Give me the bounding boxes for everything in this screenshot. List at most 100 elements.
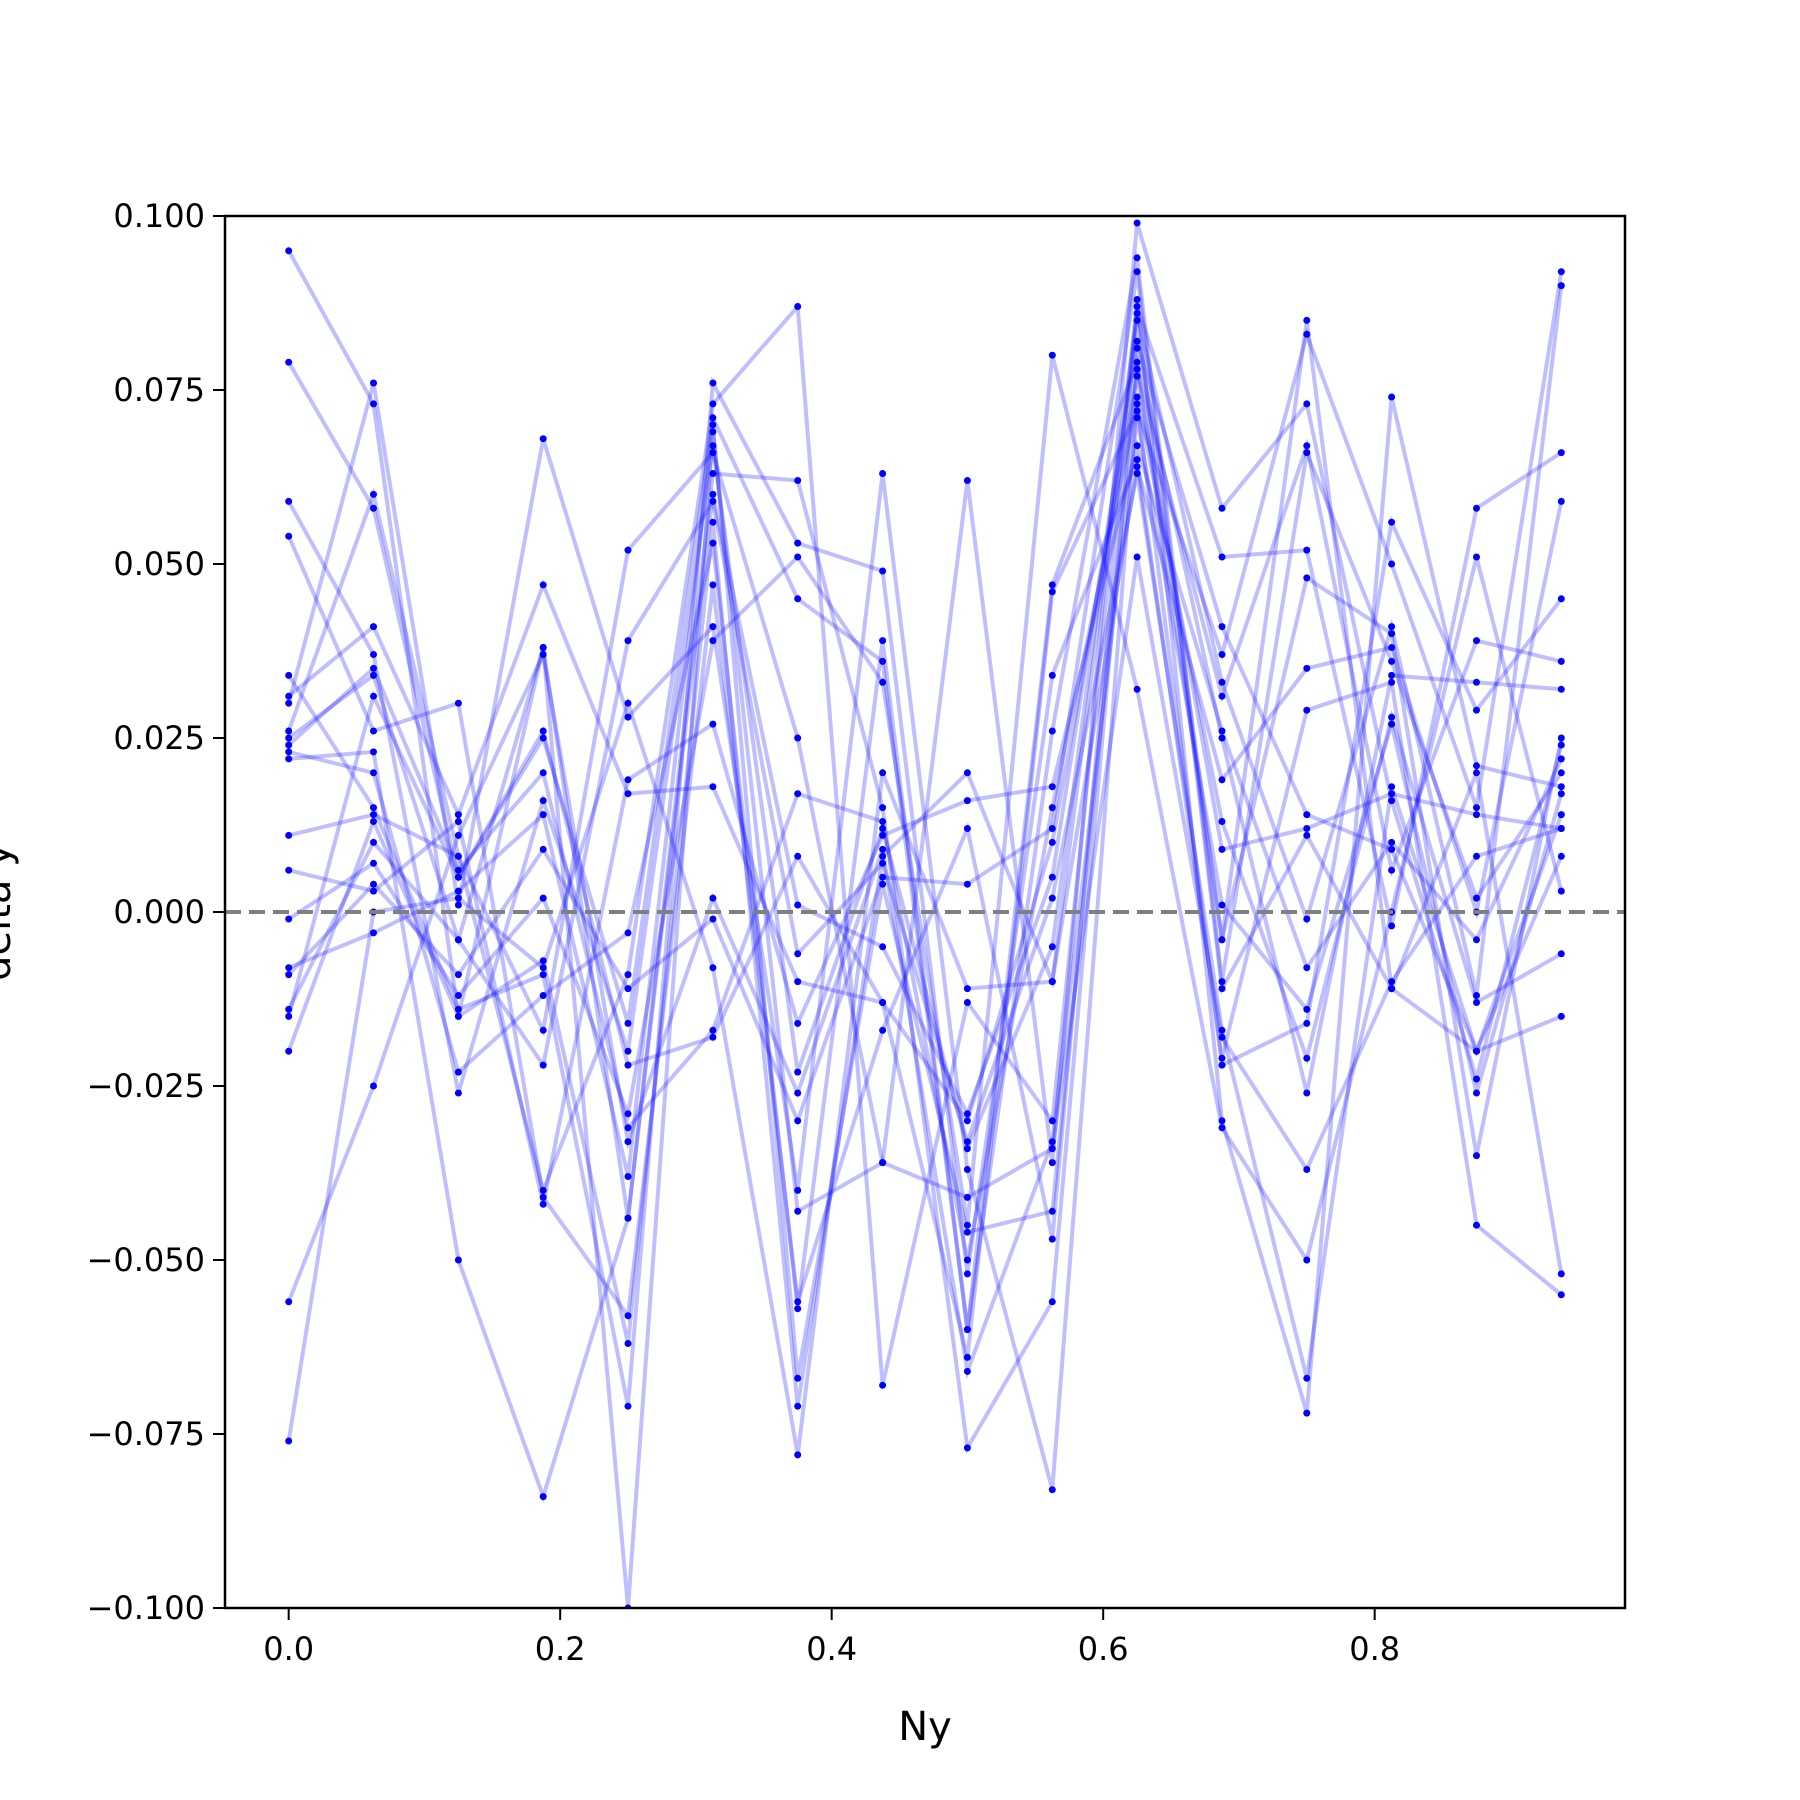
data-point — [370, 838, 377, 846]
data-point — [285, 755, 293, 763]
data-point — [1473, 504, 1480, 512]
data-point — [1303, 831, 1311, 839]
data-point — [1303, 664, 1311, 672]
data-point — [370, 490, 377, 498]
data-point — [1133, 316, 1141, 324]
data-point — [794, 734, 802, 742]
data-point — [1218, 845, 1226, 853]
data-point — [624, 1047, 632, 1055]
data-point — [624, 1110, 632, 1118]
data-point — [1303, 1409, 1311, 1417]
data-point — [963, 1145, 971, 1153]
y-axis-label: delta y — [0, 843, 20, 981]
data-point — [963, 985, 971, 993]
data-point — [624, 1019, 632, 1027]
data-point — [794, 901, 802, 909]
data-point — [1303, 546, 1311, 554]
data-point — [963, 1256, 971, 1264]
data-point — [963, 1444, 971, 1452]
data-point — [1303, 706, 1311, 714]
data-point — [1388, 922, 1396, 930]
data-point — [1048, 351, 1056, 359]
data-point — [1218, 727, 1226, 735]
data-point — [454, 992, 462, 999]
data-point — [963, 1228, 971, 1236]
data-point — [879, 657, 887, 665]
data-point — [370, 651, 377, 658]
data-point — [1218, 651, 1226, 658]
data-point — [794, 477, 802, 484]
data-point — [1557, 1012, 1565, 1020]
data-point — [794, 1089, 802, 1097]
data-point — [1557, 1291, 1565, 1299]
data-point — [624, 971, 632, 979]
data-point — [285, 866, 293, 874]
data-point — [1473, 804, 1480, 812]
data-point — [1048, 1117, 1056, 1125]
data-point — [1473, 762, 1480, 770]
data-point — [879, 873, 887, 881]
data-point — [963, 1353, 971, 1361]
data-point — [285, 1012, 293, 1020]
data-point — [370, 929, 377, 937]
data-point — [709, 421, 717, 429]
data-point — [1218, 1026, 1226, 1034]
series-lines — [286, 222, 1564, 1608]
data-point — [539, 1200, 547, 1208]
data-point — [879, 999, 887, 1006]
data-point — [1557, 1270, 1565, 1278]
y-tick-label: 0.050 — [113, 545, 205, 583]
data-point — [285, 699, 293, 707]
data-point — [1388, 644, 1396, 651]
data-point — [454, 1005, 462, 1013]
y-tick-label: −0.100 — [87, 1589, 205, 1627]
data-point — [1473, 852, 1480, 860]
data-point — [1133, 303, 1141, 310]
data-point — [370, 769, 377, 777]
data-point — [370, 748, 377, 756]
data-point — [1303, 964, 1311, 972]
data-point — [794, 595, 802, 603]
data-point — [539, 1061, 547, 1069]
data-point — [1473, 678, 1480, 686]
series-line-16 — [287, 368, 1562, 1379]
data-point — [1303, 442, 1311, 450]
y-tick-label: 0.025 — [113, 719, 205, 757]
data-point — [1048, 838, 1056, 846]
data-point — [539, 971, 547, 979]
data-point — [370, 664, 377, 672]
y-tick-label: −0.075 — [87, 1415, 205, 1453]
data-point — [370, 818, 377, 825]
series-line-18 — [286, 473, 1564, 1379]
data-point — [1218, 1117, 1226, 1125]
series-line-15 — [287, 354, 1564, 1266]
data-point — [454, 699, 462, 707]
data-point — [1133, 470, 1141, 477]
data-point — [1557, 811, 1565, 819]
data-point — [1048, 727, 1056, 735]
data-point — [709, 428, 717, 436]
data-point — [624, 1312, 632, 1320]
data-point — [1388, 393, 1396, 401]
data-point — [370, 1082, 377, 1090]
data-point — [539, 1193, 547, 1201]
data-point — [794, 852, 802, 860]
data-point — [454, 1012, 462, 1020]
series-line-8 — [286, 299, 1562, 1414]
data-point — [1473, 1075, 1480, 1083]
data-point — [454, 971, 462, 979]
data-point — [1133, 456, 1141, 464]
data-point — [454, 1068, 462, 1076]
data-point — [1388, 630, 1396, 638]
data-point — [794, 1305, 802, 1313]
data-point — [1218, 985, 1226, 993]
data-point — [1133, 407, 1141, 415]
data-point — [285, 1298, 293, 1306]
data-point — [879, 818, 887, 825]
data-point — [1388, 985, 1396, 993]
data-point — [1133, 344, 1141, 352]
data-point — [1218, 1033, 1226, 1041]
data-point — [1133, 219, 1141, 227]
data-point — [1388, 978, 1396, 986]
data-point — [1557, 769, 1565, 777]
